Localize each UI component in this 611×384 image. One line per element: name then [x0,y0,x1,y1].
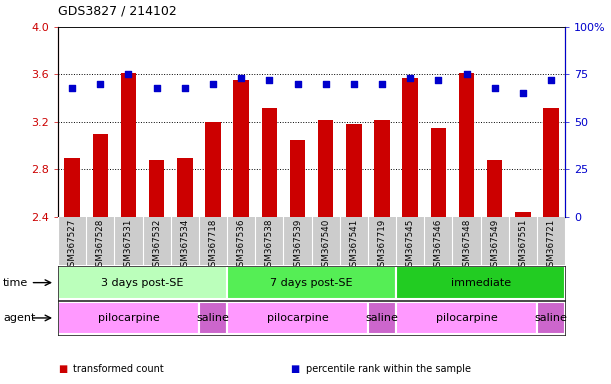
Bar [149,160,164,217]
Bar [346,124,362,217]
Text: ■: ■ [58,364,67,374]
Bar [227,302,368,334]
Point [95,81,105,87]
Text: time: time [3,278,28,288]
Text: GDS3827 / 214102: GDS3827 / 214102 [58,4,177,17]
Point [490,84,500,91]
Text: GSM367721: GSM367721 [547,218,555,271]
Bar [199,302,227,334]
Text: GSM367551: GSM367551 [518,218,527,272]
Point [518,90,528,96]
Text: 7 days post-SE: 7 days post-SE [270,278,353,288]
Text: agent: agent [3,313,35,323]
Text: GSM367548: GSM367548 [462,218,471,272]
Text: GSM367719: GSM367719 [378,218,387,271]
Text: pilocarpine: pilocarpine [98,313,159,323]
Text: saline: saline [365,313,398,323]
Bar [375,119,390,217]
Text: percentile rank within the sample: percentile rank within the sample [306,364,470,374]
Bar [431,128,446,217]
Bar [368,302,396,334]
Bar [396,302,537,334]
Text: GSM367528: GSM367528 [96,218,105,272]
Point [208,81,218,87]
Bar [227,266,396,299]
Text: GSM367532: GSM367532 [152,218,161,272]
Point [236,75,246,81]
Text: GSM367545: GSM367545 [406,218,415,272]
Point [180,84,189,91]
Point [377,81,387,87]
Bar [205,122,221,217]
Point [152,84,161,91]
Bar [64,157,80,217]
Point [405,75,415,81]
Point [546,77,556,83]
Text: saline: saline [535,313,568,323]
Text: GSM367539: GSM367539 [293,218,302,272]
Text: saline: saline [197,313,230,323]
Bar [92,134,108,217]
Text: GSM367534: GSM367534 [180,218,189,272]
Text: 3 days post-SE: 3 days post-SE [101,278,184,288]
Bar [177,157,192,217]
Text: GSM367536: GSM367536 [236,218,246,272]
Point [123,71,133,78]
Bar [262,108,277,217]
Point [321,81,331,87]
Bar [543,108,559,217]
Point [293,81,302,87]
Text: ■: ■ [290,364,299,374]
Bar [58,266,227,299]
Bar [396,266,565,299]
Text: pilocarpine: pilocarpine [266,313,328,323]
Text: GSM367549: GSM367549 [490,218,499,271]
Bar [403,78,418,217]
Text: transformed count: transformed count [73,364,164,374]
Bar [121,73,136,217]
Bar [290,140,306,217]
Text: GSM367531: GSM367531 [124,218,133,272]
Text: GSM367718: GSM367718 [208,218,218,272]
Bar [487,160,502,217]
Bar [318,119,334,217]
Bar [537,302,565,334]
Bar [459,73,474,217]
Text: pilocarpine: pilocarpine [436,313,497,323]
Point [265,77,274,83]
Bar [233,80,249,217]
Text: immediate: immediate [450,278,511,288]
Point [67,84,77,91]
Text: GSM367540: GSM367540 [321,218,330,272]
Text: GSM367527: GSM367527 [68,218,76,272]
Point [434,77,444,83]
Text: GSM367538: GSM367538 [265,218,274,272]
Bar [515,212,531,217]
Text: GSM367541: GSM367541 [349,218,359,271]
Text: GSM367546: GSM367546 [434,218,443,271]
Point [462,71,472,78]
Point [349,81,359,87]
Bar [58,302,199,334]
